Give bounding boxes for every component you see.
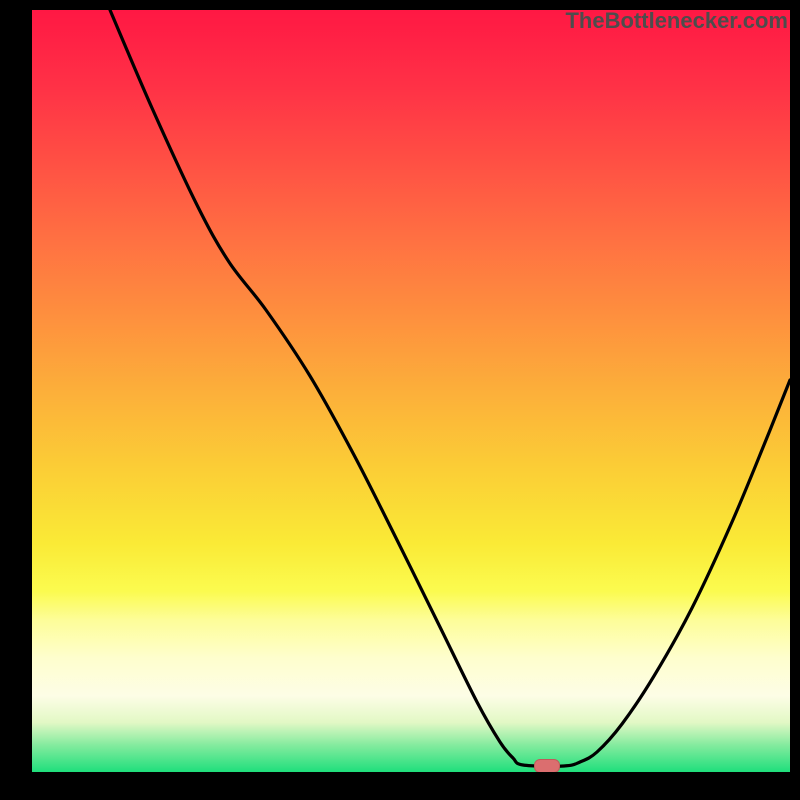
plot-area — [32, 10, 790, 772]
optimal-marker — [534, 759, 560, 772]
watermark-text: TheBottlenecker.com — [565, 8, 788, 34]
bottleneck-curve — [32, 10, 790, 772]
curve-path — [110, 10, 790, 766]
